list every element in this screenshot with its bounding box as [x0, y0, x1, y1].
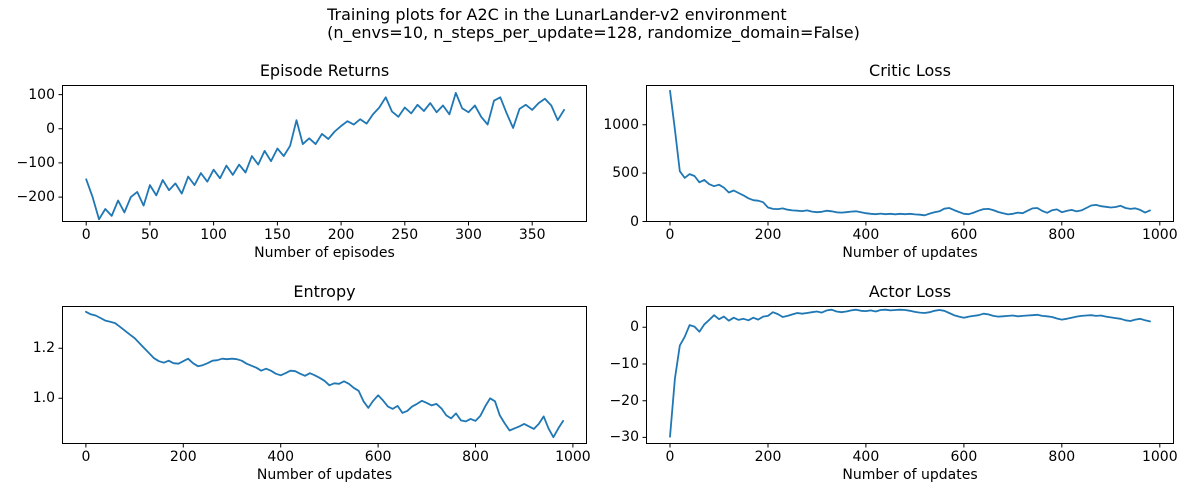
entropy-xlabel: Number of updates: [256, 467, 393, 483]
y-tick-label: −20: [609, 392, 639, 409]
y-tick-label: −30: [609, 429, 639, 446]
x-tick-label: 200: [327, 227, 355, 243]
y-tick-label: 0: [630, 319, 639, 336]
x-tick-label: 200: [169, 449, 197, 465]
y-tick-label: −200: [16, 189, 55, 206]
axis-tick-marks: [58, 94, 533, 226]
y-tick-label: 0: [630, 213, 639, 230]
x-tick-label: 1000: [555, 449, 591, 465]
y-tick-label: 0: [46, 120, 55, 137]
x-tick-label: 600: [364, 449, 392, 465]
x-tick-label: 0: [665, 449, 675, 465]
y-tick-label: −10: [609, 356, 639, 372]
x-tick-label: 600: [950, 227, 978, 243]
x-tick-label: 0: [81, 449, 91, 465]
subplot-episode-returns: 0 50 100 150 200 250 300 350 −200 −100 0 100 Episode…: [17, 62, 587, 261]
x-tick-label: 150: [264, 227, 291, 243]
subplot-critic-loss: 0 200 400 600 800 1000 0 500 1000 Critic Loss Numb…: [603, 62, 1177, 262]
actor-loss-line: [669, 308, 1151, 438]
x-tick-label: 800: [1048, 227, 1076, 243]
critic-loss-line: [669, 89, 1151, 217]
y-tick-label: −100: [16, 154, 55, 171]
x-tick-label: 600: [950, 449, 978, 465]
subplot-actor-loss: 0 200 400 600 800 1000 0 −10 −20 −30 Actor Loss Num…: [609, 283, 1177, 484]
entropy-line: [84, 310, 565, 439]
figure-suptitle-line1: Training plots for A2C in the LunarLande…: [327, 5, 787, 24]
episode-returns-title: Episode Returns: [259, 61, 390, 80]
y-tick-label: 1000: [603, 116, 639, 133]
actor-loss-title: Actor Loss: [868, 282, 952, 301]
figure-suptitle-line2: (n_envs=10, n_steps_per_update=128, rand…: [327, 23, 860, 42]
axes-frame: [62, 306, 587, 444]
y-tick-label: 1.2: [32, 340, 55, 357]
axis-tick-marks: [58, 347, 574, 448]
x-tick-label: 350: [518, 227, 546, 243]
y-tick-label: 100: [28, 86, 55, 103]
actor-loss-xlabel: Number of updates: [842, 467, 978, 483]
x-tick-label: 1000: [1141, 449, 1178, 465]
x-tick-label: 400: [267, 449, 295, 465]
critic-loss-xlabel: Number of updates: [842, 245, 978, 261]
x-tick-label: 800: [462, 449, 489, 465]
y-tick-label: 500: [612, 165, 639, 182]
x-tick-label: 400: [852, 227, 880, 243]
y-tick-label: 1.0: [32, 390, 55, 407]
episode-returns-xlabel: Number of episodes: [254, 245, 395, 261]
x-tick-label: 400: [852, 449, 880, 465]
x-tick-label: 200: [754, 227, 782, 243]
figure-suptitle: Training plots for A2C in the LunarLande…: [0, 6, 1187, 42]
episode-returns-plot-area: [58, 85, 587, 226]
axis-tick-marks: [642, 124, 1161, 226]
x-tick-label: 50: [140, 227, 159, 243]
x-tick-label: 0: [665, 227, 675, 243]
x-tick-label: 250: [391, 227, 419, 243]
critic-loss-plot-area: [642, 85, 1174, 226]
x-tick-label: 800: [1048, 449, 1076, 465]
entropy-plot-area: [58, 306, 587, 448]
x-tick-label: 300: [455, 227, 482, 243]
subplot-entropy: 0 200 400 600 800 1000 1.0 1.2 Entropy Number of …: [33, 283, 591, 484]
critic-loss-title: Critic Loss: [869, 61, 951, 80]
x-tick-label: 100: [200, 227, 227, 243]
x-tick-label: 1000: [1141, 227, 1178, 243]
episode-returns-line: [85, 92, 566, 221]
axes-frame: [646, 85, 1174, 222]
x-tick-label: 0: [81, 227, 91, 243]
entropy-title: Entropy: [293, 282, 356, 301]
axes-frame: [62, 85, 587, 222]
axis-tick-marks: [642, 326, 1161, 448]
x-tick-label: 200: [754, 449, 782, 465]
actor-loss-plot-area: [642, 306, 1174, 448]
axes-frame: [646, 306, 1174, 444]
